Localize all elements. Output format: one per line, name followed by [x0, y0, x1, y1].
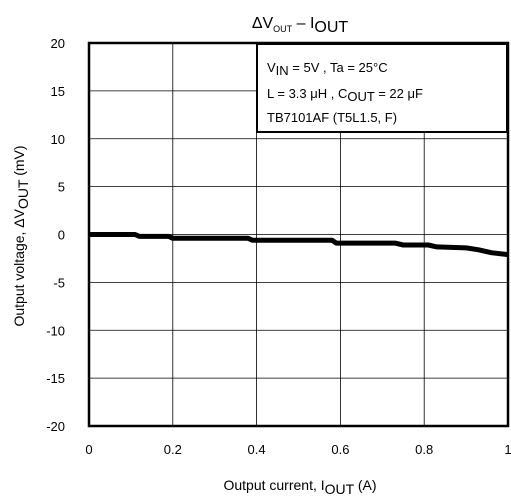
y-tick-label: 20: [51, 36, 65, 51]
y-tick-labels: 20 15 10 5 0 -5 -10 -15 -20: [46, 36, 65, 434]
condition-line-1: VIN = 5V , Ta = 25°C: [267, 60, 388, 78]
condition-line-3: TB7101AF (T5L1.5, F): [267, 110, 397, 125]
x-tick-label: 0.8: [415, 442, 433, 457]
x-tick-label: 0.4: [248, 442, 266, 457]
y-tick-label: 5: [58, 180, 65, 195]
series-line: [89, 232, 509, 258]
y-axis-label: Output voltage, ΔVOUT (mV): [11, 145, 31, 326]
y-tick-label: 0: [58, 228, 65, 243]
x-tick-label: 1: [504, 442, 511, 457]
x-tick-label: 0.6: [331, 442, 349, 457]
y-tick-label: -20: [46, 419, 65, 434]
x-axis-label: Output current, IOUT (A): [223, 477, 376, 497]
plot-frame: [87, 41, 510, 428]
x-tick-label: 0.2: [164, 442, 182, 457]
condition-box-frame: [256, 43, 508, 133]
y-tick-label: 15: [51, 84, 65, 99]
condition-box: VIN = 5V , Ta = 25°C L = 3.3 μH , COUT =…: [256, 43, 508, 133]
x-tick-label: 0: [85, 442, 92, 457]
y-tick-label: -10: [46, 323, 65, 338]
x-tick-labels: 0 0.2 0.4 0.6 0.8 1: [85, 442, 511, 457]
chart-title: ΔVOUT – IOUT: [252, 15, 349, 36]
y-tick-label: 10: [51, 132, 65, 147]
y-tick-label: -5: [53, 275, 65, 290]
y-tick-label: -15: [46, 371, 65, 386]
condition-line-2: L = 3.3 μH , COUT = 22 μF: [267, 86, 423, 104]
